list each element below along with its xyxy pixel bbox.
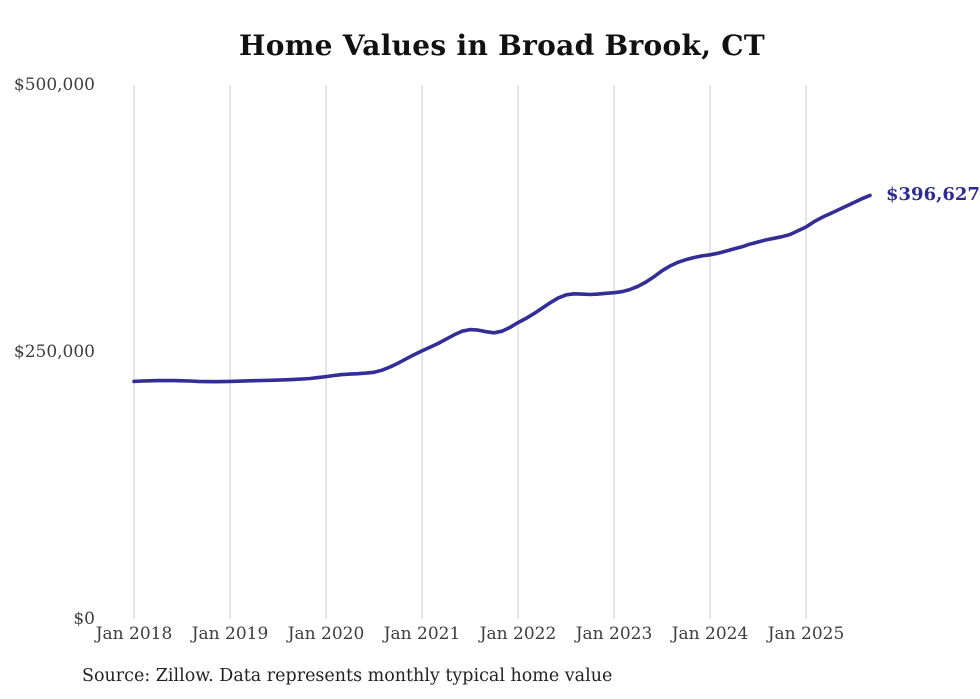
x-tick-jan-2021: Jan 2021 xyxy=(383,624,461,644)
latest-value-label: $396,627 xyxy=(886,184,980,206)
x-tick-jan-2019: Jan 2019 xyxy=(191,624,269,644)
x-tick-jan-2025: Jan 2025 xyxy=(767,624,845,644)
x-tick-jan-2024: Jan 2024 xyxy=(671,624,749,644)
chart-title: Home Values in Broad Brook, CT xyxy=(238,29,766,62)
gridlines-group xyxy=(133,85,807,619)
source-note: Source: Zillow. Data represents monthly … xyxy=(82,666,613,686)
x-tick-jan-2020: Jan 2020 xyxy=(287,624,365,644)
y-tick-0: $0 xyxy=(73,609,95,629)
x-tick-jan-2023: Jan 2023 xyxy=(575,624,653,644)
y-tick-250000: $250,000 xyxy=(13,342,95,362)
home-value-line xyxy=(132,193,872,384)
x-tick-jan-2018: Jan 2018 xyxy=(95,624,173,644)
x-tick-jan-2022: Jan 2022 xyxy=(479,624,557,644)
y-tick-500000: $500,000 xyxy=(13,75,95,95)
